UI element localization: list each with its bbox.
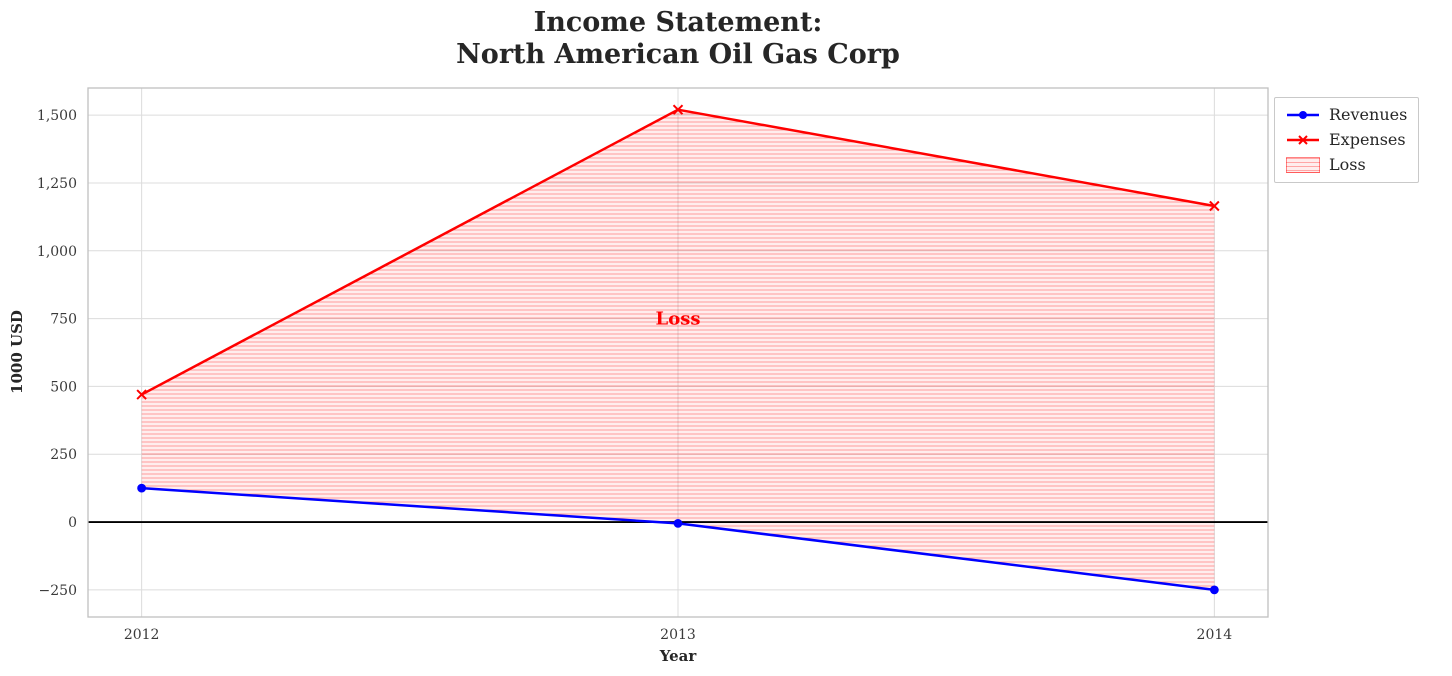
loss-annotation: Loss xyxy=(656,309,701,330)
x-axis-label: Year xyxy=(659,647,697,665)
y-tick-label: 1,500 xyxy=(37,108,77,124)
loss-hatch-swatch-icon xyxy=(1286,157,1320,173)
y-tick-label: 250 xyxy=(50,447,77,463)
legend-item-expenses: Expenses xyxy=(1286,132,1407,148)
expenses-line-swatch xyxy=(1287,135,1319,145)
expenses-marker xyxy=(136,389,147,400)
legend-label-loss: Loss xyxy=(1329,155,1366,174)
y-tick-label: 1,000 xyxy=(37,244,77,260)
axes-border xyxy=(87,87,1269,618)
legend-label-revenues: Revenues xyxy=(1329,105,1408,124)
x-tick-label: 2014 xyxy=(1197,627,1233,643)
x-tick-label: 2012 xyxy=(124,627,160,643)
expenses-marker xyxy=(672,104,684,115)
y-tick-label: −250 xyxy=(39,583,77,599)
y-tick-label: 1,250 xyxy=(37,176,77,192)
expenses-marker xyxy=(1209,200,1220,212)
revenues-marker xyxy=(673,519,683,528)
y-axis-label: 1000 USD xyxy=(8,310,26,394)
legend-label-expenses: Expenses xyxy=(1329,130,1406,149)
y-tick-label: 0 xyxy=(68,515,77,531)
x-marker-icon xyxy=(1298,135,1308,145)
revenues-marker xyxy=(137,483,147,493)
revenues-marker xyxy=(1209,585,1219,595)
y-tick-label: 500 xyxy=(50,379,77,395)
circle-marker-icon xyxy=(1299,111,1307,119)
revenues-line-swatch xyxy=(1287,111,1319,119)
legend-item-revenues: Revenues xyxy=(1286,107,1407,123)
y-tick-label: 750 xyxy=(50,312,77,328)
chart-title: Income Statement: North American Oil Gas… xyxy=(456,7,900,70)
legend-item-loss: Loss xyxy=(1286,157,1407,173)
x-tick-label: 2013 xyxy=(660,627,696,643)
legend: Revenues Expenses Loss xyxy=(1274,97,1420,183)
loss-fill-area xyxy=(141,109,1215,590)
